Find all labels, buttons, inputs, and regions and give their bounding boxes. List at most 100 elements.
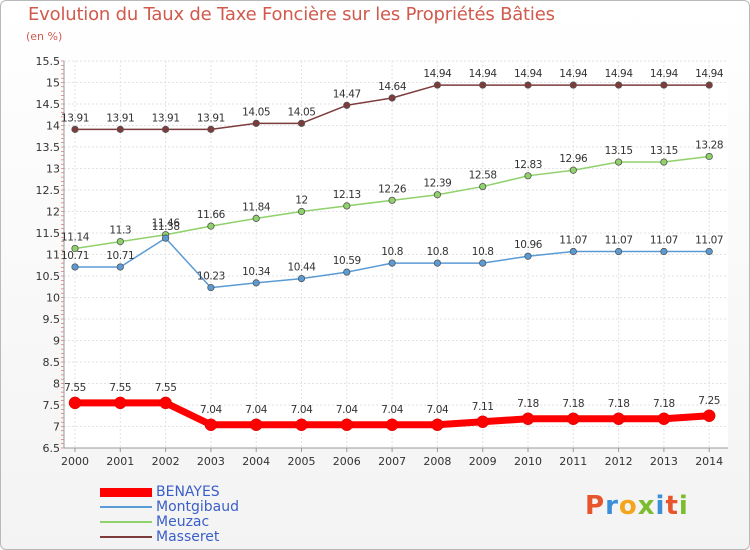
- data-point: [569, 247, 577, 256]
- data-label: 11.46: [152, 218, 181, 230]
- y-tick-label: 14.5: [36, 98, 61, 111]
- legend-item-masseret: Masseret: [100, 530, 219, 544]
- data-point: [614, 158, 623, 166]
- data-point: [71, 244, 79, 253]
- data-label: 11.07: [695, 234, 723, 246]
- data-label: 13.15: [605, 145, 633, 157]
- data-label: 14.94: [559, 68, 588, 80]
- y-tick-label: 11.5: [36, 227, 61, 240]
- y-tick-label: 8.5: [43, 356, 61, 369]
- legend-label: Meuzac: [156, 514, 210, 530]
- data-point: [297, 207, 306, 216]
- data-point: [612, 412, 625, 426]
- data-label: 10.71: [61, 250, 89, 262]
- data-label: 14.05: [287, 106, 315, 118]
- logo-letter: i: [655, 491, 666, 521]
- y-tick-label: 9: [53, 335, 60, 348]
- data-label: 14.47: [333, 88, 361, 100]
- x-tick-label: 2008: [423, 455, 451, 468]
- data-point: [388, 259, 396, 267]
- x-tick-label: 2012: [605, 455, 633, 468]
- y-tick-label: 13: [46, 163, 60, 176]
- y-tick-label: 6.5: [43, 442, 61, 455]
- data-point: [388, 196, 396, 204]
- data-point: [660, 247, 668, 256]
- data-point: [340, 418, 354, 432]
- data-label: 11.66: [197, 209, 226, 221]
- x-tick-label: 2007: [378, 455, 406, 468]
- data-point: [207, 222, 215, 230]
- legend-item-meuzac: Meuzac: [100, 515, 209, 529]
- data-point: [116, 125, 124, 133]
- logo-letter: i: [678, 491, 689, 521]
- data-label: 11.3: [109, 225, 131, 237]
- data-point: [71, 263, 79, 271]
- y-tick-label: 15: [46, 77, 60, 90]
- data-label: 12.96: [559, 153, 588, 165]
- logo-letter: t: [665, 491, 679, 521]
- data-label: 10.71: [106, 250, 134, 262]
- data-point: [249, 418, 263, 432]
- data-point: [295, 418, 308, 432]
- data-point: [614, 247, 623, 256]
- data-point: [433, 191, 441, 199]
- legend-swatch: [100, 487, 152, 497]
- data-label: 7.04: [427, 404, 449, 416]
- data-label: 7.55: [64, 382, 86, 394]
- legend-label: BENAYES: [156, 484, 220, 500]
- data-label: 14.94: [650, 68, 679, 80]
- data-point: [569, 81, 577, 89]
- logo-letter: x: [637, 491, 656, 521]
- data-label: 11.38: [152, 221, 180, 233]
- data-point: [207, 125, 215, 133]
- data-label: 7.18: [517, 398, 539, 410]
- data-point: [569, 166, 577, 174]
- data-label: 7.04: [336, 404, 358, 416]
- data-point: [660, 81, 668, 89]
- x-tick-label: 2000: [61, 455, 89, 468]
- data-point: [162, 234, 170, 242]
- data-label: 13.91: [106, 112, 134, 124]
- legend-item-benayes: BENAYES: [100, 485, 220, 499]
- data-point: [385, 418, 399, 432]
- data-label: 7.11: [472, 401, 494, 413]
- y-tick-label: 10: [46, 292, 60, 305]
- data-label: 7.18: [562, 398, 584, 410]
- data-point: [204, 418, 218, 432]
- chart-title: Evolution du Taux de Taxe Foncière sur l…: [28, 4, 555, 25]
- data-point: [207, 284, 215, 292]
- data-label: 10.8: [472, 246, 494, 258]
- data-point: [479, 81, 487, 89]
- logo-letter: o: [618, 491, 638, 521]
- data-point: [433, 81, 441, 89]
- data-label: 13.91: [197, 112, 225, 124]
- data-point: [116, 238, 124, 246]
- data-point: [159, 396, 172, 410]
- y-tick-label: 7: [53, 421, 60, 434]
- y-tick-label: 7.5: [43, 399, 61, 412]
- data-point: [433, 259, 441, 267]
- data-point: [114, 396, 127, 410]
- data-label: 7.55: [155, 382, 177, 394]
- data-label: 14.94: [695, 68, 724, 80]
- x-tick-label: 2006: [333, 455, 361, 468]
- x-tick-label: 2003: [197, 455, 225, 468]
- legend-swatch: [100, 506, 152, 508]
- x-tick-label: 2002: [152, 455, 180, 468]
- data-point: [705, 152, 713, 161]
- data-label: 11.07: [650, 234, 678, 246]
- data-label: 7.04: [200, 404, 222, 416]
- x-tick-label: 2001: [106, 455, 134, 468]
- data-label: 12.26: [378, 183, 407, 195]
- x-tick-label: 2004: [242, 455, 270, 468]
- data-point: [567, 412, 580, 426]
- data-label: 10.23: [197, 271, 225, 283]
- y-tick-label: 15.5: [36, 55, 61, 68]
- data-point: [524, 172, 532, 180]
- legend-swatch: [100, 536, 152, 538]
- data-label: 14.94: [605, 68, 634, 80]
- legend-label: Masseret: [156, 529, 220, 545]
- data-point: [657, 412, 671, 426]
- data-label: 14.05: [242, 106, 270, 118]
- data-label: 14.94: [423, 68, 452, 80]
